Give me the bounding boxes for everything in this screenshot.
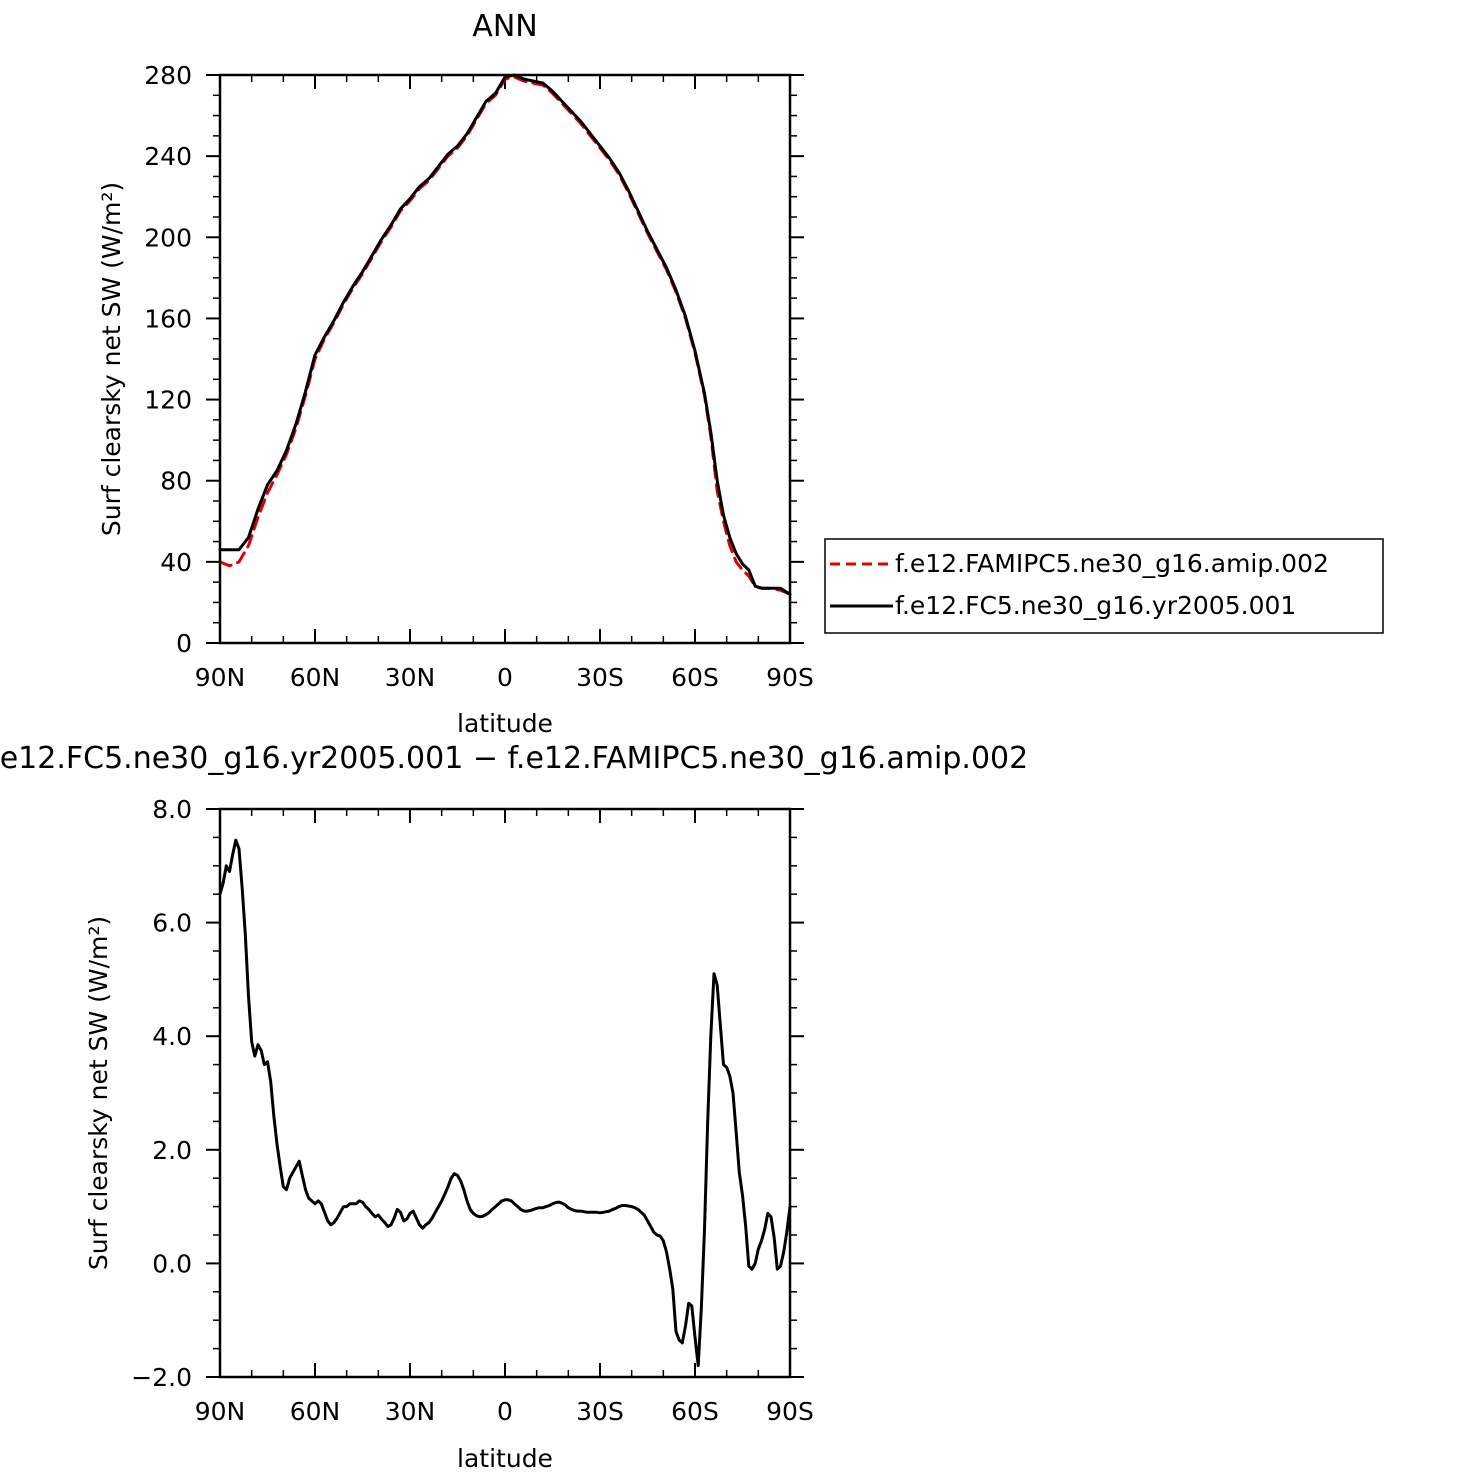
top-y-tick-label: 240	[144, 142, 192, 171]
bottom-x-axis-label: latitude	[457, 1444, 553, 1473]
top-y-axis-label: Surf clearsky net SW (W/m²)	[97, 182, 126, 536]
top-y-tick-label: 160	[144, 304, 192, 333]
bottom-y-tick-label: 2.0	[152, 1136, 192, 1165]
bottom-x-tick-label: 0	[497, 1397, 513, 1426]
bottom-series-line-0	[218, 838, 792, 1368]
top-axes: 90N 60N 30N 0 30S 60S 90S 0 40 80 120 160 200 240 280	[144, 61, 814, 692]
bottom-y-axis-label: Surf clearsky net SW (W/m²)	[84, 916, 113, 1270]
bottom-y-tick-label: 6.0	[152, 909, 192, 938]
top-plot-frame	[218, 73, 792, 645]
legend-box	[824, 538, 1384, 634]
bottom-y-tick-label: 8.0	[152, 795, 192, 824]
bottom-x-tick-label: 30N	[385, 1397, 436, 1426]
top-y-tick-label: 200	[144, 223, 192, 252]
top-y-tick-label: 80	[160, 467, 192, 496]
legend-label-famipc5: f.e12.FAMIPC5.ne30_g16.amip.002	[895, 549, 1329, 578]
top-x-tick-label: 30N	[385, 663, 436, 692]
bottom-x-tick-label: 30S	[576, 1397, 624, 1426]
top-panel: ANN 90N 60N 30N 0 30S 60S 90S 0 40 80 120 160 200 240…	[97, 9, 814, 738]
top-y-tick-label: 120	[144, 386, 192, 415]
top-x-tick-label: 60N	[290, 663, 341, 692]
bottom-y-tick-label: 4.0	[152, 1022, 192, 1051]
bottom-y-tick-label: −2.0	[131, 1363, 192, 1392]
bottom-x-tick-label: 60S	[671, 1397, 719, 1426]
top-x-tick-label: 0	[497, 663, 513, 692]
bottom-y-tick-label: 0.0	[152, 1249, 192, 1278]
top-series-line-0	[218, 75, 792, 596]
top-x-tick-label: 90S	[766, 663, 814, 692]
bottom-panel: f.e12.FC5.ne30_g16.yr2005.001 − f.e12.FA…	[0, 741, 1028, 1473]
top-x-tick-label: 90N	[195, 663, 246, 692]
legend-label-fc5: f.e12.FC5.ne30_g16.yr2005.001	[895, 591, 1296, 620]
top-x-tick-label: 30S	[576, 663, 624, 692]
bottom-plot-frame	[218, 807, 792, 1379]
bottom-series-group	[218, 838, 792, 1368]
legend: f.e12.FAMIPC5.ne30_g16.amip.002 f.e12.FC…	[824, 538, 1384, 634]
bottom-x-tick-label: 90N	[195, 1397, 246, 1426]
top-y-tick-label: 280	[144, 61, 192, 90]
top-series-group	[218, 73, 792, 596]
top-chart-title: ANN	[472, 9, 537, 44]
bottom-x-tick-label: 90S	[766, 1397, 814, 1426]
top-x-axis-label: latitude	[457, 709, 553, 738]
bottom-axes: 90N 60N 30N 0 30S 60S 90S −2.0 0.0 2.0 4.0 6.0 8.0	[131, 795, 814, 1426]
top-y-tick-label: 40	[160, 548, 192, 577]
top-x-tick-label: 60S	[671, 663, 719, 692]
bottom-x-tick-label: 60N	[290, 1397, 341, 1426]
top-series-line-1	[218, 73, 792, 596]
bottom-chart-title: f.e12.FC5.ne30_g16.yr2005.001 − f.e12.FA…	[0, 741, 1028, 776]
top-y-tick-label: 0	[176, 629, 192, 658]
